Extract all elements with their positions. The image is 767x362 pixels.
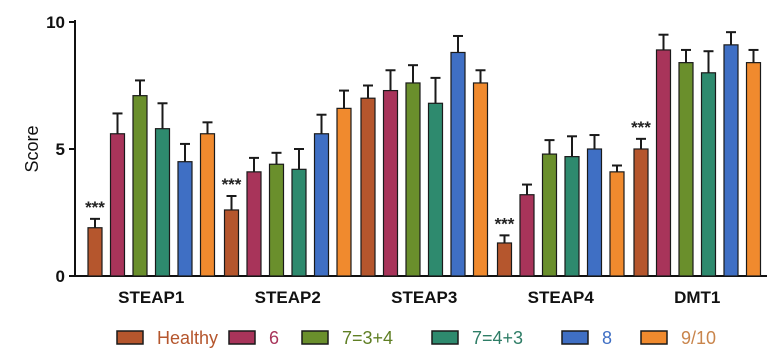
legend-item: 7=4+3	[431, 328, 523, 348]
y-tick-label: 0	[56, 267, 65, 286]
legend-swatch	[431, 330, 459, 345]
significance-annotation: ***	[631, 118, 651, 137]
legend-label: 6	[269, 328, 279, 348]
bar-steap4-6	[519, 194, 535, 277]
bar-steap3-6	[382, 89, 399, 277]
bar-steap1-6	[109, 133, 126, 277]
chart-legend: Healthy 6 7=3+4 7=4+3 8 9/10	[116, 328, 716, 348]
bar-steap3-8	[450, 51, 466, 277]
bar-steap1-9-10	[199, 133, 216, 277]
legend-item: 9/10	[640, 328, 716, 348]
bar-dmt1-8	[723, 44, 739, 277]
y-tick-label: 10	[46, 13, 65, 32]
chart-bars	[87, 31, 762, 277]
bar-steap1-7-3-4	[132, 95, 148, 277]
bar-steap1-8	[177, 161, 193, 277]
bar-steap4-8	[586, 148, 603, 277]
bar-dmt1-7-3-4	[678, 62, 694, 277]
bar-steap2-8	[313, 133, 330, 277]
legend-item: 8	[561, 328, 612, 348]
bar-steap3-healthy	[360, 97, 376, 277]
significance-annotation: ***	[222, 175, 242, 194]
bar-steap2-7-4-3	[291, 168, 307, 277]
x-category-label: STEAP4	[528, 288, 595, 307]
bar-steap1-7-4-3	[154, 128, 171, 277]
bar-steap2-6	[246, 171, 262, 277]
legend-swatch	[228, 330, 256, 345]
legend-swatch	[116, 330, 144, 345]
chart-annotations: *** *** *** ***	[85, 118, 651, 234]
bar-steap3-9-10	[472, 82, 489, 277]
x-category-label: STEAP3	[391, 288, 457, 307]
x-category-label: DMT1	[674, 288, 720, 307]
significance-annotation: ***	[85, 198, 105, 217]
y-tick-label: 5	[56, 140, 65, 159]
bar-steap4-healthy	[496, 242, 513, 277]
bar-steap2-9-10	[336, 107, 352, 277]
legend-item: 6	[228, 328, 279, 348]
significance-annotation: ***	[495, 214, 515, 233]
legend-label: 7=4+3	[472, 328, 523, 348]
bar-dmt1-9-10	[745, 62, 762, 277]
legend-label: Healthy	[157, 328, 218, 348]
legend-label: 8	[602, 328, 612, 348]
legend-swatch	[640, 330, 668, 345]
bar-steap4-7-4-3	[564, 156, 580, 277]
bar-steap4-9-10	[609, 171, 625, 277]
bar-steap3-7-3-4	[405, 82, 421, 277]
legend-swatch	[561, 330, 589, 345]
legend-item: 7=3+4	[301, 328, 393, 348]
legend-swatch	[301, 330, 329, 345]
bar-steap1-healthy	[87, 227, 103, 277]
x-axis-labels: STEAP1 STEAP2 STEAP3 STEAP4 DMT1	[118, 288, 720, 307]
y-axis-title: Score	[22, 125, 42, 172]
bar-dmt1-6	[655, 49, 672, 277]
bar-steap4-7-3-4	[541, 153, 558, 277]
bar-steap3-7-4-3	[427, 102, 444, 277]
x-category-label: STEAP1	[118, 288, 184, 307]
bar-steap2-healthy	[223, 209, 240, 277]
bar-steap2-7-3-4	[268, 163, 285, 277]
bar-dmt1-7-4-3	[700, 72, 717, 277]
legend-label: 9/10	[681, 328, 716, 348]
bar-dmt1-healthy	[633, 148, 649, 277]
legend-item: Healthy	[116, 328, 218, 348]
x-category-label: STEAP2	[255, 288, 321, 307]
legend-label: 7=3+4	[342, 328, 393, 348]
